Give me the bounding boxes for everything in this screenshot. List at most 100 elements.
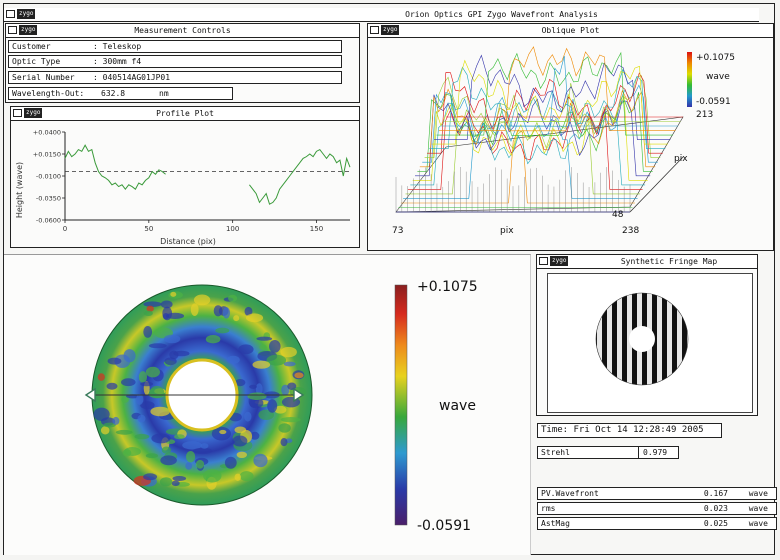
surface-blob (136, 394, 144, 405)
optic-type-field[interactable]: Optic Type : 300mm f4 (8, 55, 342, 68)
surface-blob (249, 397, 264, 409)
oblique-scale-min: -0.0591 (696, 97, 731, 107)
surface-blob (193, 294, 211, 306)
surface-blob (100, 426, 110, 435)
surface-blob (238, 344, 254, 355)
main-titlebar: zygo Orion Optics GPI Zygo Wavefront Ana… (4, 8, 759, 22)
surface-blob (161, 446, 172, 454)
surface-blob (219, 429, 227, 435)
surface-blob (253, 453, 268, 468)
oblique-scale-max: +0.1075 (696, 53, 735, 63)
panel-menu-button[interactable] (13, 109, 22, 117)
y-tick-label: +0.0400 (33, 129, 61, 137)
oblique-color-scale (687, 52, 692, 107)
wavelength-field[interactable]: Wavelength-Out: 632.8 nm (8, 87, 233, 100)
rms-unit: wave (748, 504, 768, 513)
x-tick-label: 50 (144, 225, 153, 233)
optic-type-label: Optic Type (12, 57, 61, 66)
surface-blob (163, 334, 181, 344)
surface-blob (280, 346, 297, 358)
surface-blob (239, 471, 254, 482)
surface-blob (256, 336, 273, 341)
surface-blob (160, 455, 177, 466)
surface-blob (123, 349, 136, 363)
panel-menu-button[interactable] (539, 257, 548, 265)
surface-blob (106, 382, 118, 390)
surface-blob (233, 315, 240, 322)
surface-blob (143, 310, 153, 316)
profile-series-line-2 (249, 148, 351, 205)
surface-blob (93, 407, 110, 421)
profile-line-right-handle[interactable] (293, 387, 305, 403)
surface-blob (140, 381, 154, 387)
oblique-plot-titlebar: zygo Oblique Plot (368, 24, 773, 38)
serial-number-label: Serial Number (12, 73, 75, 82)
surface-blob (164, 357, 177, 366)
surface-blob (173, 350, 190, 357)
surface-blob (149, 385, 165, 399)
oblique-pix-right: pix (674, 154, 688, 164)
oblique-y-end: 48 (612, 210, 624, 220)
strehl-value: 0.979 (638, 447, 667, 458)
fringe-map-titlebar: zygo Synthetic Fringe Map (537, 255, 757, 269)
oblique-mesh-line (405, 109, 641, 195)
serial-number-field[interactable]: Serial Number : 040514AG01JP01 (8, 71, 342, 84)
surface-blob (234, 426, 247, 434)
surface-blob (245, 313, 264, 323)
surface-blob (250, 431, 260, 440)
profile-plot-chart: Height (wave) Distance (pix) +0.0400 +0.0… (15, 129, 351, 246)
oblique-mesh-line (427, 72, 663, 154)
surface-blob (185, 462, 193, 470)
fringe-map-title: Synthetic Fringe Map (620, 257, 718, 266)
y-tick-label: -0.0600 (36, 217, 61, 225)
y-tick-label: +0.0150 (33, 151, 61, 159)
customer-field[interactable]: Customer : Teleskop (8, 40, 342, 53)
surface-blob (280, 417, 301, 423)
surface-blob (224, 456, 237, 469)
surface-blob (258, 409, 274, 420)
surface-blob (287, 382, 297, 390)
strehl-row: Strehl 0.979 (537, 446, 679, 459)
zygo-logo: zygo (381, 25, 400, 35)
astmag-unit: wave (748, 519, 768, 528)
surface-blob (145, 366, 160, 378)
customer-label: Customer (12, 42, 51, 51)
app-title: Orion Optics GPI Zygo Wavefront Analysis (405, 10, 598, 19)
oblique-base-edge (629, 156, 684, 213)
time-readout: Time: Fri Oct 14 12:28:49 2005 (537, 423, 722, 438)
surface-blob (222, 307, 231, 319)
profile-line-left-handle[interactable] (84, 387, 96, 403)
panel-menu-button[interactable] (8, 26, 17, 34)
oblique-mesh-line (412, 95, 648, 181)
x-tick-label: 0 (63, 225, 67, 233)
surface-blob (143, 326, 153, 338)
surface-blob (134, 433, 150, 440)
surface-blob (266, 354, 287, 366)
surface-blob (103, 422, 116, 428)
oblique-mesh-line (438, 46, 676, 131)
surface-blob (228, 294, 238, 302)
window-menu-button[interactable] (6, 10, 15, 18)
surface-blob (259, 344, 267, 350)
surface-blob (165, 312, 185, 319)
astmag-value: 0.025 (703, 519, 728, 528)
surface-blob (280, 438, 288, 447)
surface-blob (143, 301, 162, 307)
surface-blob (150, 406, 170, 417)
astmag-row: AstMag 0.025 wave (537, 517, 777, 530)
measurement-controls-titlebar: zygo Measurement Controls (6, 24, 359, 38)
surface-blob (244, 306, 253, 316)
surface-blob (278, 423, 291, 433)
surface-blob (294, 372, 304, 379)
surface-blob (195, 459, 205, 469)
surface-blob (137, 414, 146, 423)
oblique-mesh-line (431, 59, 668, 145)
y-axis-label: Height (wave) (15, 162, 24, 218)
oblique-plot-panel: zygo Oblique Plot (367, 23, 774, 251)
surface-blob (249, 384, 257, 389)
panel-menu-button[interactable] (370, 26, 379, 34)
surface-blob (140, 401, 155, 410)
customer-value: : Teleskop (93, 42, 142, 51)
surface-blob (186, 451, 196, 463)
zygo-logo: zygo (19, 25, 38, 35)
